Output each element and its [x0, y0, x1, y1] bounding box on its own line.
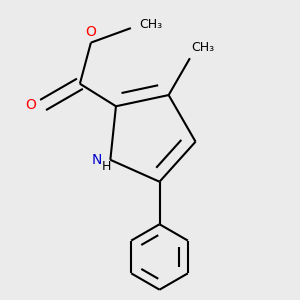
- Text: CH₃: CH₃: [139, 18, 162, 31]
- Text: N: N: [92, 153, 102, 167]
- Text: H: H: [102, 160, 112, 173]
- Text: CH₃: CH₃: [191, 41, 215, 54]
- Text: O: O: [26, 98, 37, 112]
- Text: O: O: [85, 26, 96, 39]
